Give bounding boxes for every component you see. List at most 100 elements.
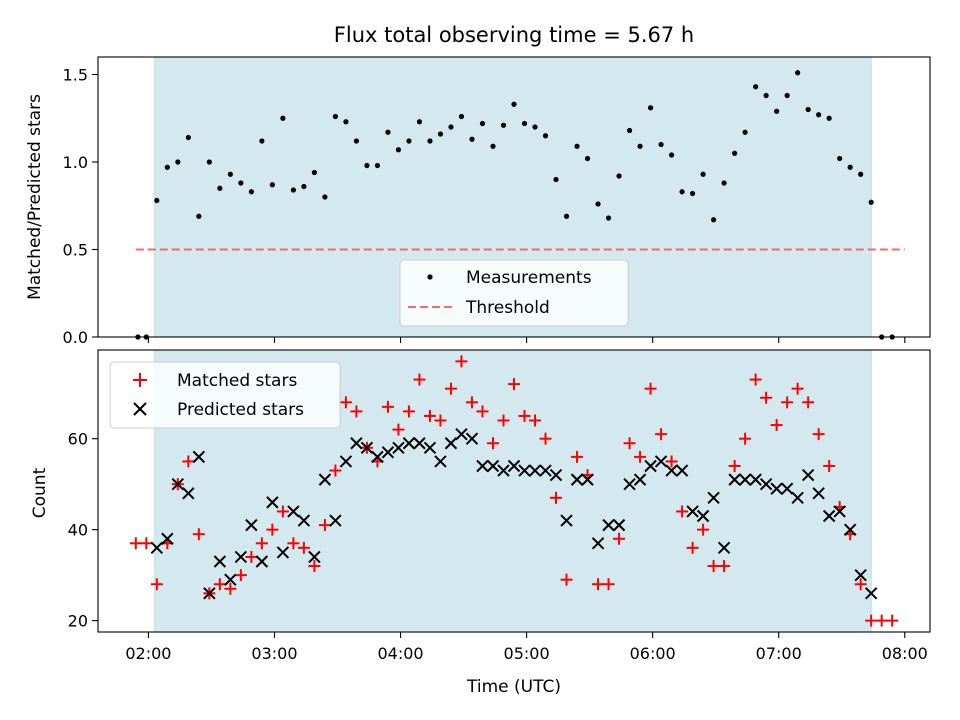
matched-star-point [350,405,363,418]
predicted-star-point [864,587,878,600]
matched-star-point [339,396,352,409]
predicted-star-point [297,514,311,527]
measurement-point [826,115,832,121]
predicted-star-point [434,455,447,468]
bottom-plot-frame [97,349,931,633]
predicted-star-point [392,441,405,454]
y-tick-label: 1.0 [63,153,88,172]
predicted-star-point [203,587,216,600]
top-plot-frame [97,56,931,338]
predicted-star-point [308,550,321,564]
matched-star-point [224,582,237,595]
predicted-star-point [560,514,573,527]
matched-star-point [718,560,731,573]
bottom-panel: 20 40 60 02:00 03:00 04:00 05:00 06:00 07:00 08:… [30,349,931,697]
matched-star-point [865,614,878,627]
measurement-point [364,162,370,169]
matched-star-point [392,423,405,436]
predicted-star-point [644,459,657,473]
measurement-point [217,185,223,191]
measurement-point [427,138,433,144]
measurement-point [416,119,423,125]
x-tick-label: 07:00 [756,644,802,663]
measurement-point [868,199,874,205]
predicted-star-point [843,523,857,536]
predicted-star-point [822,509,836,523]
y-tick-label: 0.0 [63,328,88,347]
predicted-star-point [854,568,867,582]
measurement-point [385,129,391,135]
predicted-star-point [360,441,374,454]
measurement-point [437,131,444,137]
predicted-star-point [528,464,542,477]
y-tick-label: 20 [68,612,88,631]
measurement-point [280,115,286,121]
matched-star-point [465,396,478,409]
predicted-star-point [581,473,594,486]
matched-star-point [739,432,752,445]
measurements-series [135,70,895,340]
measurement-point [395,147,402,153]
predicted-star-point [339,455,353,468]
matched-star-point [297,541,310,554]
matched-star-point [550,491,563,504]
top-panel: Flux total observing time = 5.67 h 0.00.… [25,23,931,347]
matched-star-point [423,409,436,422]
matched-star-point [770,419,783,432]
matched-star-point [613,532,626,545]
predicted-stars-series [150,427,878,600]
matched-star-point [150,578,163,591]
predicted-star-point [665,464,678,477]
measurement-point [847,164,853,170]
measurement-point [837,155,843,162]
matched-star-point [707,560,720,573]
measurement-point [774,108,780,114]
measurement-point [406,138,412,144]
measurement-point [658,141,664,148]
measurement-point [248,189,254,195]
measurement-point [647,105,654,111]
matched-star-point [529,414,542,427]
top-y-axis-label: Matched/Predicted stars [25,94,45,300]
measurement-point [574,143,580,149]
matched-star-point [381,400,394,413]
x-tick-label: 02:00 [125,644,171,663]
matched-star-point [234,569,247,582]
matched-star-point [329,464,342,477]
matched-star-point [129,537,142,550]
measurement-point [816,112,822,118]
bottom-legend: Matched stars Predicted stars [109,361,341,429]
predicted-star-point [728,473,741,486]
measurement-point [238,180,244,186]
measurement-point [553,176,559,183]
matched-star-point [476,405,489,418]
matched-star-point [812,428,825,441]
matched-star-point [728,459,741,472]
measurement-point [605,215,612,221]
predicted-star-point [780,482,794,495]
measurement-point [500,122,507,128]
measurement-point [290,187,296,193]
predicted-star-point [623,477,636,491]
matched-star-point [791,382,804,395]
y-tick-label: 1.5 [63,66,88,85]
x-tick-label: 03:00 [251,644,297,663]
matched-star-point [308,560,321,573]
measurement-point [458,113,465,120]
predicted-star-point [287,505,300,518]
legend-predicted-marker [133,402,147,416]
matched-star-point [749,373,762,386]
measurement-point [311,169,318,176]
measurement-point [301,183,307,190]
matched-star-point [434,414,447,427]
predicted-star-point [675,464,689,477]
predicted-star-point [455,427,468,441]
measurement-point [532,124,538,130]
legend-matched-marker [133,373,147,387]
predicted-star-point [570,473,584,486]
predicted-star-point [182,487,195,500]
measurement-point [175,159,181,165]
predicted-star-point [350,437,363,450]
measurement-point [511,101,517,107]
